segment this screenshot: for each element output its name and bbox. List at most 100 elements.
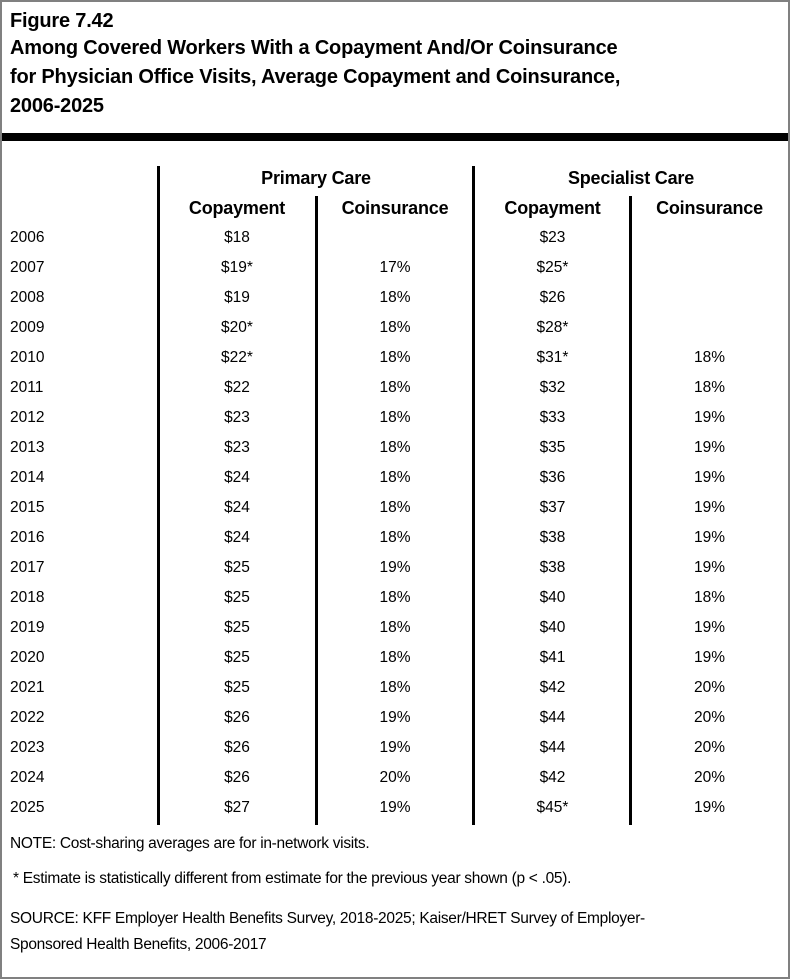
- year-cell: 2025: [10, 799, 45, 816]
- year-cell: 2009: [10, 319, 45, 336]
- table-row: 2021 $25 18% $42 20%: [2, 673, 788, 703]
- primary-coinsurance-cell: 18%: [379, 529, 411, 546]
- specialist-coinsurance-cell: 20%: [693, 769, 726, 786]
- year-cell: 2021: [10, 679, 45, 696]
- specialist-coinsurance-cell: 20%: [693, 739, 726, 756]
- primary-copayment-cell: $25: [224, 619, 250, 636]
- group-header-primary-care: Primary Care: [261, 168, 371, 188]
- table-row: 2009 $20* 18% $28*: [2, 313, 788, 343]
- specialist-coinsurance-cell: 20%: [693, 679, 726, 696]
- primary-coinsurance-cell: 19%: [379, 559, 411, 576]
- table-row: 2023 $26 19% $44 20%: [2, 733, 788, 763]
- primary-coinsurance-cell: 18%: [379, 379, 411, 396]
- table-row: 2016 $24 18% $38 19%: [2, 523, 788, 553]
- specialist-coinsurance-cell: 19%: [693, 439, 726, 456]
- primary-copayment-cell: $25: [224, 679, 250, 696]
- primary-coinsurance-cell: 18%: [379, 439, 411, 456]
- table-row: 2017 $25 19% $38 19%: [2, 553, 788, 583]
- specialist-copayment-cell: $23: [539, 229, 566, 246]
- specialist-copayment-cell: $42: [539, 679, 566, 696]
- footnote-text: * Estimate is statistically different fr…: [13, 870, 572, 887]
- primary-copayment-cell: $22*: [221, 349, 253, 366]
- year-cell: 2024: [10, 769, 45, 786]
- figure-title-line-3: 2006-2025: [10, 95, 104, 117]
- specialist-copayment-cell: $31*: [536, 349, 569, 366]
- year-cell: 2023: [10, 739, 45, 756]
- primary-coinsurance-cell: 18%: [379, 499, 411, 516]
- year-cell: 2013: [10, 439, 45, 456]
- table-row: 2018 $25 18% $40 18%: [2, 583, 788, 613]
- specialist-copayment-cell: $28*: [536, 319, 569, 336]
- title-block: Figure 7.42 Among Covered Workers With a…: [10, 8, 780, 121]
- column-divider-specialist-copay-coins: [629, 196, 632, 825]
- column-header-specialist-coinsurance: Coinsurance: [656, 198, 763, 218]
- note-text: NOTE: Cost-sharing averages are for in-n…: [10, 835, 370, 852]
- primary-copayment-cell: $20*: [221, 319, 253, 336]
- specialist-copayment-cell: $40: [539, 589, 566, 606]
- group-header-specialist-care: Specialist Care: [567, 168, 695, 188]
- table-row: 2010 $22* 18% $31* 18%: [2, 343, 788, 373]
- specialist-coinsurance-cell: 19%: [693, 499, 726, 516]
- column-header-specialist-copayment: Copayment: [504, 198, 601, 218]
- primary-coinsurance-cell: 19%: [379, 709, 411, 726]
- specialist-coinsurance-cell: 19%: [693, 799, 726, 816]
- specialist-coinsurance-cell: 20%: [693, 709, 726, 726]
- specialist-coinsurance-cell: 18%: [693, 379, 726, 396]
- year-cell: 2019: [10, 619, 45, 636]
- table-row: 2025 $27 19% $45* 19%: [2, 793, 788, 823]
- year-cell: 2017: [10, 559, 45, 576]
- figure-title-line-2: for Physician Office Visits, Average Cop…: [10, 66, 621, 88]
- primary-copayment-cell: $27: [224, 799, 250, 816]
- specialist-copayment-cell: $32: [539, 379, 566, 396]
- table-row: 2013 $23 18% $35 19%: [2, 433, 788, 463]
- primary-copayment-cell: $25: [224, 589, 250, 606]
- column-divider-primary-specialist: [472, 166, 475, 825]
- specialist-coinsurance-cell: [631, 283, 788, 313]
- table-row: 2024 $26 20% $42 20%: [2, 763, 788, 793]
- primary-coinsurance-cell: 18%: [379, 679, 411, 696]
- year-header-spacer: [2, 193, 158, 223]
- specialist-copayment-cell: $26: [539, 289, 566, 306]
- source-line-2: Sponsored Health Benefits, 2006-2017: [10, 936, 267, 953]
- primary-coinsurance-cell: 18%: [379, 589, 411, 606]
- table-row: 2008 $19 18% $26: [2, 283, 788, 313]
- primary-coinsurance-cell: 18%: [379, 619, 411, 636]
- specialist-coinsurance-cell: 19%: [693, 619, 726, 636]
- year-cell: 2020: [10, 649, 45, 666]
- year-cell: 2022: [10, 709, 45, 726]
- year-cell: 2015: [10, 499, 45, 516]
- primary-copayment-cell: $26: [224, 709, 250, 726]
- column-header-primary-copayment: Copayment: [188, 198, 286, 218]
- primary-copayment-cell: $18: [224, 229, 250, 246]
- primary-coinsurance-cell: 18%: [379, 349, 411, 366]
- primary-copayment-cell: $23: [224, 409, 250, 426]
- primary-coinsurance-cell: [316, 223, 474, 253]
- year-header-spacer: [2, 163, 158, 193]
- title-divider-rule: [2, 133, 788, 141]
- primary-copayment-cell: $19*: [221, 259, 253, 276]
- primary-coinsurance-cell: 18%: [379, 469, 411, 486]
- primary-copayment-cell: $19: [224, 289, 250, 306]
- specialist-copayment-cell: $42: [539, 769, 566, 786]
- specialist-copayment-cell: $38: [539, 529, 566, 546]
- table-row: 2022 $26 19% $44 20%: [2, 703, 788, 733]
- table-row: 2020 $25 18% $41 19%: [2, 643, 788, 673]
- primary-copayment-cell: $23: [224, 439, 250, 456]
- specialist-coinsurance-cell: 19%: [693, 559, 726, 576]
- primary-copayment-cell: $22: [224, 379, 250, 396]
- specialist-coinsurance-cell: 19%: [693, 649, 726, 666]
- primary-copayment-cell: $25: [224, 559, 250, 576]
- specialist-copayment-cell: $44: [539, 739, 566, 756]
- table-row: 2011 $22 18% $32 18%: [2, 373, 788, 403]
- primary-copayment-cell: $24: [224, 469, 250, 486]
- primary-coinsurance-cell: 17%: [379, 259, 411, 276]
- primary-coinsurance-cell: 20%: [379, 769, 411, 786]
- primary-coinsurance-cell: 18%: [379, 649, 411, 666]
- year-cell: 2012: [10, 409, 45, 426]
- specialist-copayment-cell: $37: [539, 499, 566, 516]
- primary-coinsurance-cell: 18%: [379, 289, 411, 306]
- column-divider-primary-copay-coins: [315, 196, 318, 825]
- primary-coinsurance-cell: 19%: [379, 739, 411, 756]
- primary-copayment-cell: $26: [224, 739, 250, 756]
- specialist-copayment-cell: $44: [539, 709, 566, 726]
